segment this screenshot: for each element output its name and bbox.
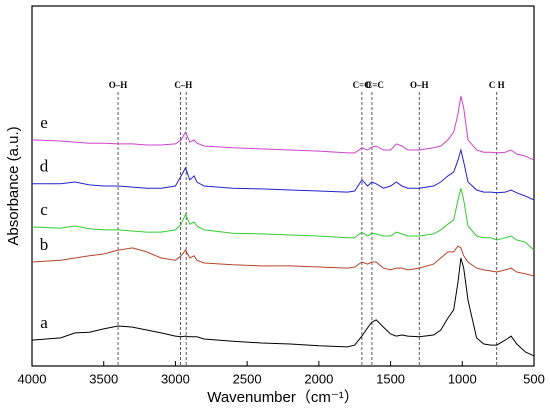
spectrum-line	[32, 148, 535, 201]
series-label: d	[40, 157, 49, 176]
series-label: e	[40, 113, 48, 132]
x-axis-title: Wavenumber（cm⁻¹）	[207, 389, 359, 406]
x-tick-label: 2000	[304, 371, 333, 386]
plot-frame	[31, 5, 535, 367]
x-tick-label: 1000	[448, 371, 477, 386]
x-tick-label: 4000	[18, 371, 47, 386]
spectrum-line	[31, 188, 535, 251]
x-tick-label: 1500	[376, 371, 405, 386]
band-label: O–H	[109, 80, 128, 90]
spectrum-line	[31, 257, 535, 357]
x-tick-label: 3000	[161, 371, 190, 386]
x-tick-label: 2500	[233, 371, 262, 386]
series-label: a	[40, 313, 48, 332]
band-label: C H	[489, 80, 505, 90]
x-tick-label: 500	[523, 371, 545, 386]
series-label: c	[40, 200, 48, 219]
y-axis-title: Absorbance (a.u.)	[5, 126, 22, 245]
spectrum-line	[31, 95, 535, 161]
x-tick-label: 3500	[89, 371, 118, 386]
band-label: O–H	[410, 80, 429, 90]
band-label: C–H	[174, 80, 192, 90]
series-label: b	[40, 235, 49, 254]
band-label: C=O	[353, 80, 372, 90]
spectrum-line	[31, 245, 535, 277]
band-label: C=C	[366, 80, 384, 90]
